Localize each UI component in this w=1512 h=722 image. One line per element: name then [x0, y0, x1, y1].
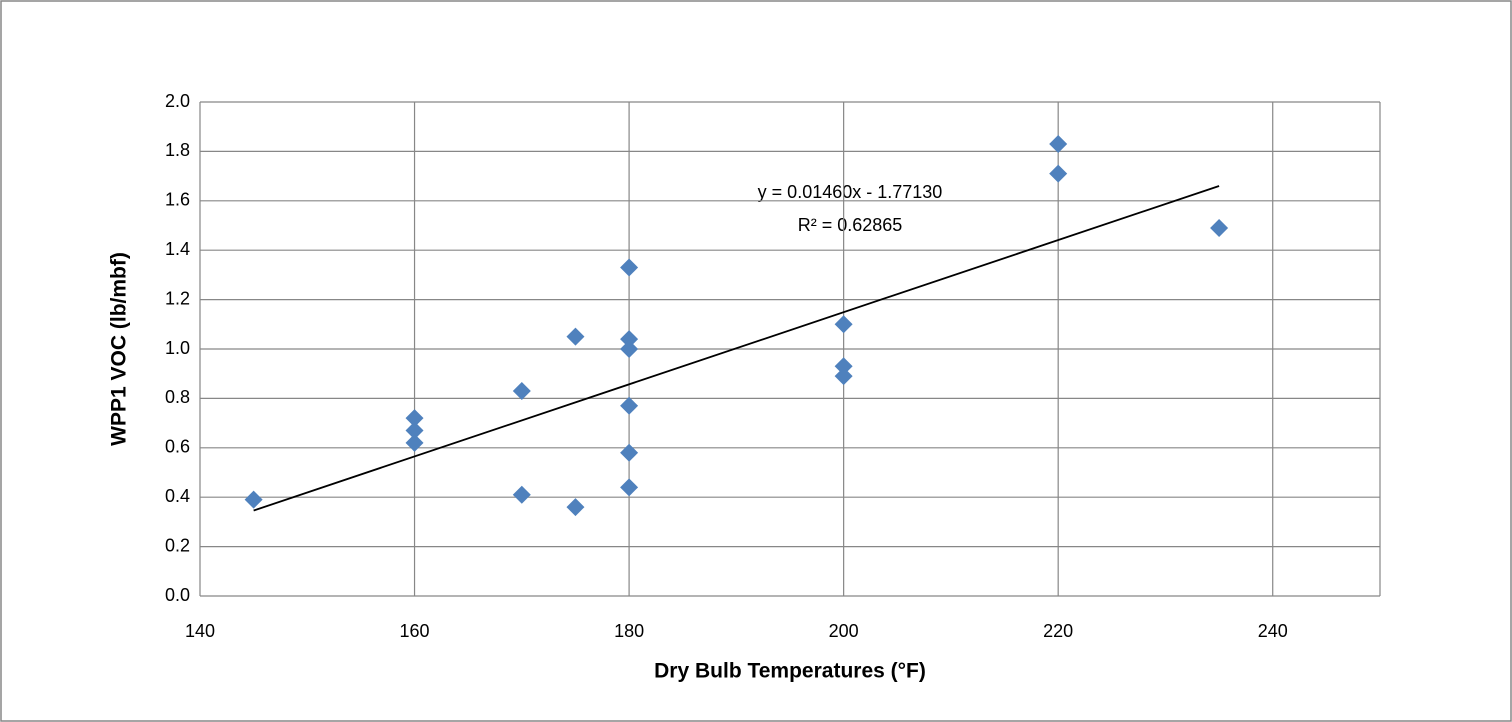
data-point	[1049, 164, 1068, 183]
y-tick-label: 1.6	[165, 190, 190, 210]
data-point	[834, 367, 853, 386]
data-point	[1210, 218, 1229, 237]
x-axis-title: Dry Bulb Temperatures (°F)	[654, 660, 926, 683]
x-tick-label: 220	[1043, 621, 1073, 641]
y-tick-label: 1.0	[165, 338, 190, 358]
y-tick-label: 2.0	[165, 91, 190, 111]
trendline	[253, 185, 1220, 512]
data-point	[244, 490, 263, 509]
data-point	[566, 327, 585, 346]
y-tick-label: 0.8	[165, 387, 190, 407]
data-point	[405, 421, 424, 440]
y-tick-label: 0.2	[165, 535, 190, 555]
y-axis-title: WPP1 VOC (lb/mbf)	[108, 252, 131, 446]
data-point	[620, 258, 639, 277]
data-point	[405, 433, 424, 452]
data-point	[620, 443, 639, 462]
x-tick-label: 180	[614, 621, 644, 641]
data-point	[566, 498, 585, 517]
data-point	[620, 330, 639, 349]
data-point	[834, 315, 853, 334]
trendline-equation: y = 0.01460x - 1.77130	[758, 182, 943, 202]
y-tick-label: 0.4	[165, 486, 190, 506]
x-tick-label: 140	[185, 621, 215, 641]
y-tick-label: 0.6	[165, 437, 190, 457]
y-tick-label: 1.2	[165, 288, 190, 308]
data-point	[620, 478, 639, 497]
x-tick-label: 240	[1258, 621, 1288, 641]
data-point	[1049, 134, 1068, 153]
x-tick-label: 160	[400, 621, 430, 641]
y-tick-label: 1.4	[165, 239, 190, 259]
data-point	[834, 357, 853, 376]
data-point	[512, 381, 531, 400]
x-tick-label: 200	[829, 621, 859, 641]
y-tick-label: 1.8	[165, 140, 190, 160]
data-point	[512, 485, 531, 504]
trendline-r2: R² = 0.62865	[798, 215, 903, 235]
data-point	[405, 409, 424, 428]
data-point	[620, 396, 639, 415]
data-point	[620, 340, 639, 358]
y-tick-label: 0.0	[165, 585, 190, 605]
